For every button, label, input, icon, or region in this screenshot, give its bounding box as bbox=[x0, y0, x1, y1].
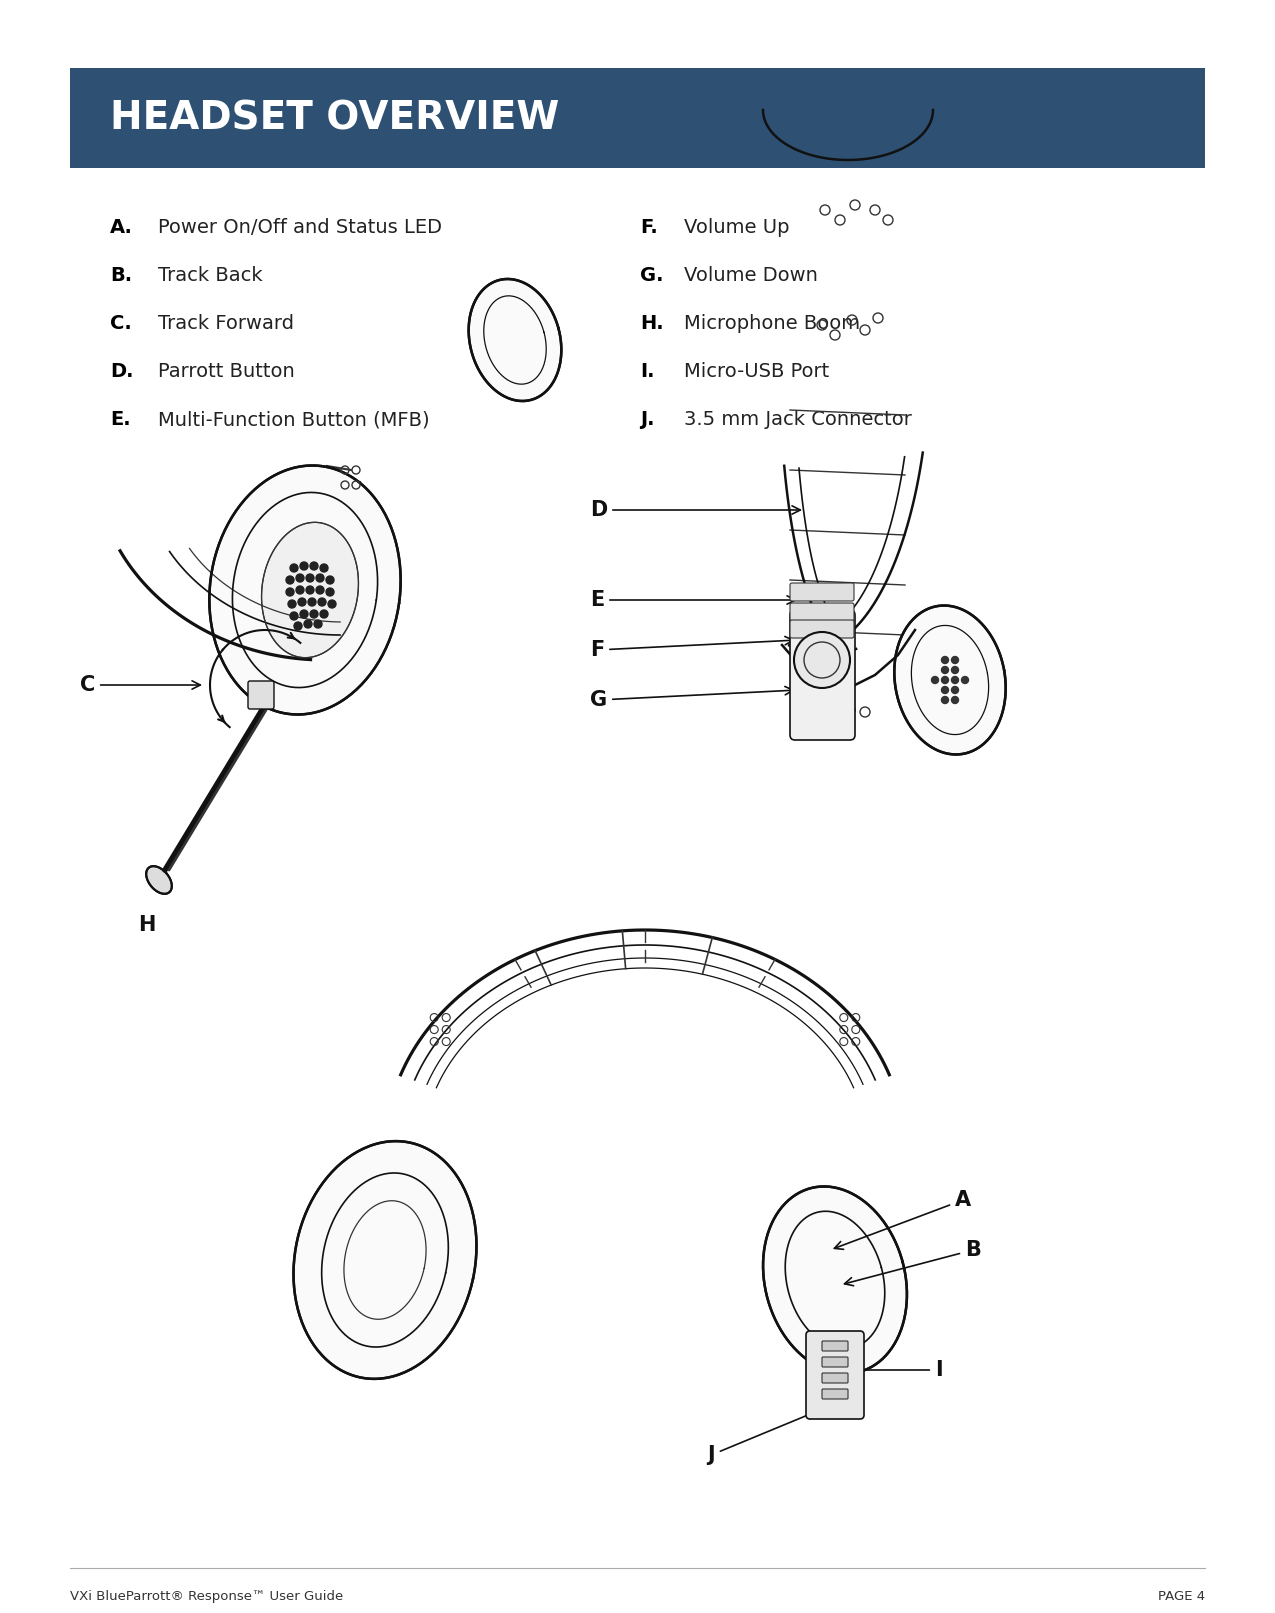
Circle shape bbox=[314, 619, 323, 627]
Circle shape bbox=[961, 676, 969, 684]
Text: Track Back: Track Back bbox=[158, 266, 263, 286]
Text: HEADSET OVERVIEW: HEADSET OVERVIEW bbox=[110, 100, 560, 139]
Circle shape bbox=[310, 610, 317, 618]
Text: G.: G. bbox=[640, 266, 663, 286]
Circle shape bbox=[794, 632, 850, 689]
Text: VXi BlueParrott® Response™ User Guide: VXi BlueParrott® Response™ User Guide bbox=[70, 1590, 343, 1603]
Circle shape bbox=[951, 656, 959, 663]
Text: Volume Down: Volume Down bbox=[683, 266, 817, 286]
FancyBboxPatch shape bbox=[822, 1373, 848, 1382]
Polygon shape bbox=[293, 1140, 477, 1379]
Circle shape bbox=[316, 586, 324, 594]
Text: Volume Up: Volume Up bbox=[683, 218, 789, 237]
Circle shape bbox=[320, 610, 328, 618]
Text: A.: A. bbox=[110, 218, 133, 237]
Text: Micro-USB Port: Micro-USB Port bbox=[683, 361, 829, 381]
Polygon shape bbox=[209, 466, 400, 715]
Circle shape bbox=[288, 600, 296, 608]
Polygon shape bbox=[762, 1187, 907, 1374]
Text: G: G bbox=[590, 687, 793, 710]
Circle shape bbox=[289, 611, 298, 619]
Polygon shape bbox=[469, 279, 561, 402]
FancyBboxPatch shape bbox=[790, 610, 856, 740]
Polygon shape bbox=[261, 523, 358, 658]
Text: F: F bbox=[590, 637, 793, 660]
Text: E: E bbox=[590, 590, 796, 610]
Circle shape bbox=[306, 574, 314, 582]
FancyBboxPatch shape bbox=[806, 1331, 864, 1419]
Text: Power On/Off and Status LED: Power On/Off and Status LED bbox=[158, 218, 442, 237]
Circle shape bbox=[309, 598, 316, 606]
Circle shape bbox=[328, 600, 337, 608]
Text: I: I bbox=[854, 1360, 942, 1381]
FancyBboxPatch shape bbox=[790, 619, 854, 639]
Circle shape bbox=[941, 666, 949, 674]
Circle shape bbox=[300, 610, 309, 618]
Circle shape bbox=[951, 676, 959, 684]
Circle shape bbox=[300, 561, 309, 569]
FancyBboxPatch shape bbox=[822, 1357, 848, 1366]
Text: D.: D. bbox=[110, 361, 134, 381]
Text: Track Forward: Track Forward bbox=[158, 315, 295, 332]
Circle shape bbox=[316, 574, 324, 582]
Circle shape bbox=[326, 589, 334, 595]
Circle shape bbox=[932, 676, 938, 684]
Text: B.: B. bbox=[110, 266, 133, 286]
Text: J.: J. bbox=[640, 410, 654, 429]
Text: C.: C. bbox=[110, 315, 131, 332]
Text: F.: F. bbox=[640, 218, 658, 237]
Circle shape bbox=[296, 586, 303, 594]
Text: I.: I. bbox=[640, 361, 654, 381]
Circle shape bbox=[941, 697, 949, 703]
Circle shape bbox=[941, 656, 949, 663]
Text: C: C bbox=[80, 674, 200, 695]
Circle shape bbox=[295, 623, 302, 631]
Circle shape bbox=[310, 561, 317, 569]
Text: B: B bbox=[844, 1240, 980, 1286]
Text: 3.5 mm Jack Connector: 3.5 mm Jack Connector bbox=[683, 410, 912, 429]
Text: Multi-Function Button (MFB): Multi-Function Button (MFB) bbox=[158, 410, 430, 429]
Text: A: A bbox=[834, 1190, 972, 1250]
FancyBboxPatch shape bbox=[790, 582, 854, 602]
FancyBboxPatch shape bbox=[249, 681, 274, 710]
Circle shape bbox=[286, 589, 295, 595]
FancyBboxPatch shape bbox=[822, 1340, 848, 1352]
Circle shape bbox=[326, 576, 334, 584]
Circle shape bbox=[298, 598, 306, 606]
Circle shape bbox=[317, 598, 326, 606]
Text: H.: H. bbox=[640, 315, 663, 332]
Circle shape bbox=[951, 687, 959, 694]
Text: J: J bbox=[708, 1411, 816, 1465]
Text: D: D bbox=[590, 500, 801, 519]
Circle shape bbox=[951, 697, 959, 703]
Polygon shape bbox=[894, 605, 1006, 755]
FancyBboxPatch shape bbox=[790, 603, 854, 621]
Circle shape bbox=[941, 676, 949, 684]
Text: Parrott Button: Parrott Button bbox=[158, 361, 295, 381]
Text: Microphone Boom: Microphone Boom bbox=[683, 315, 861, 332]
Circle shape bbox=[296, 574, 303, 582]
Circle shape bbox=[941, 687, 949, 694]
Text: PAGE 4: PAGE 4 bbox=[1158, 1590, 1205, 1603]
Text: H: H bbox=[138, 915, 156, 936]
Text: E.: E. bbox=[110, 410, 130, 429]
Circle shape bbox=[289, 565, 298, 573]
Circle shape bbox=[303, 619, 312, 627]
FancyBboxPatch shape bbox=[822, 1389, 848, 1398]
Bar bbox=[70, 68, 1205, 168]
Polygon shape bbox=[147, 866, 172, 894]
Circle shape bbox=[306, 586, 314, 594]
Circle shape bbox=[951, 666, 959, 674]
Circle shape bbox=[320, 565, 328, 573]
Circle shape bbox=[286, 576, 295, 584]
